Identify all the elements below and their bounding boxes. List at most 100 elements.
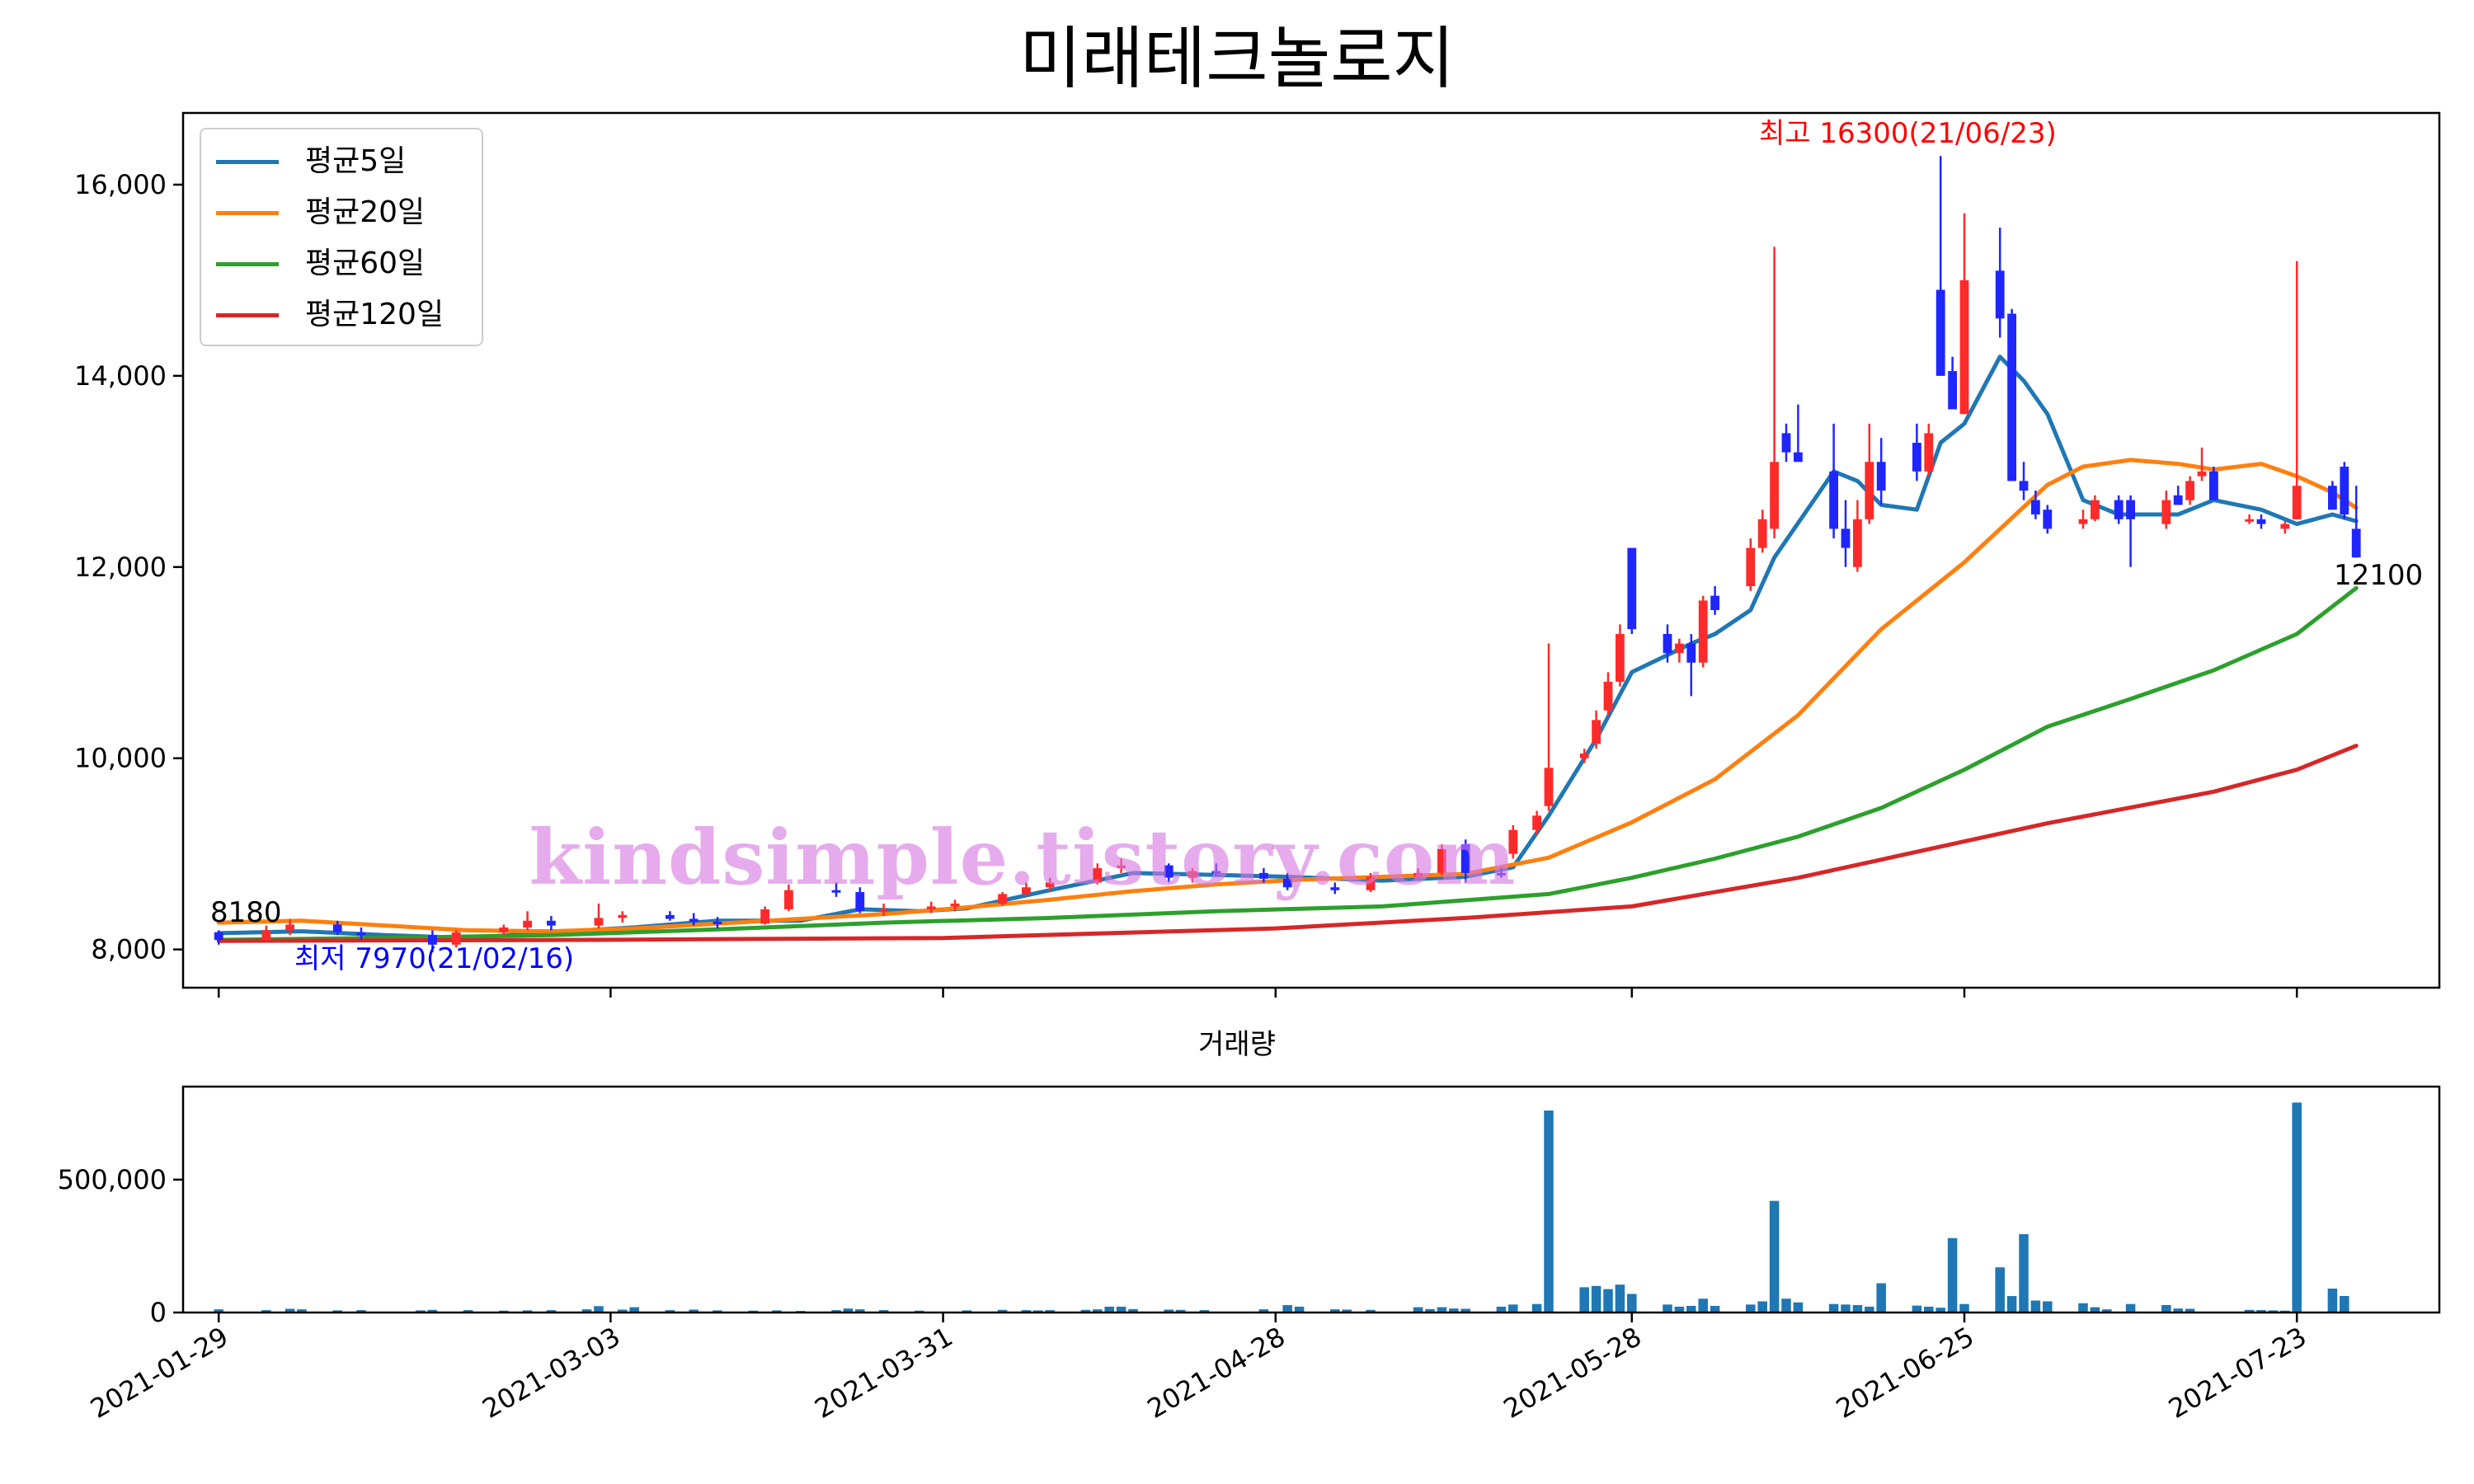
- candle-body: [2078, 519, 2088, 524]
- volume-bar: [332, 1310, 342, 1313]
- candle-body: [1770, 462, 1779, 529]
- candle-body: [2209, 471, 2218, 500]
- candle-body: [926, 906, 936, 909]
- candle-body: [1259, 872, 1268, 879]
- volume-bar: [1508, 1304, 1518, 1313]
- candle: [1188, 868, 1197, 883]
- candle: [2161, 491, 2171, 529]
- candle-body: [499, 927, 509, 932]
- watermark: kindsimple.tistory.com: [529, 813, 1517, 902]
- price-ytick-label: 14,000: [74, 360, 167, 392]
- candle-body: [285, 924, 294, 931]
- candle-body: [1164, 865, 1174, 878]
- volume-bar: [2125, 1303, 2136, 1313]
- volume-bar: [629, 1307, 639, 1313]
- volume-title: 거래량: [1198, 1028, 1276, 1061]
- candle: [879, 903, 888, 917]
- candle-body: [998, 894, 1007, 904]
- legend-label: 평균5일: [305, 144, 407, 178]
- candle-body: [2292, 486, 2302, 519]
- volume-bar: [1793, 1302, 1804, 1313]
- volume-bar: [1033, 1310, 1043, 1313]
- candle: [2328, 481, 2337, 510]
- candle-body: [2161, 500, 2171, 524]
- ma-line-2: [216, 585, 2359, 942]
- last-price-annotation: 12100: [2334, 559, 2424, 592]
- candle: [1794, 404, 1803, 463]
- volume-bar: [1080, 1309, 1091, 1313]
- volume-bar: [1698, 1298, 1708, 1313]
- volume-bar: [356, 1310, 366, 1313]
- volume-bar: [2185, 1308, 2195, 1313]
- volume-bar: [1294, 1306, 1305, 1313]
- candle: [1781, 423, 1791, 463]
- candle-body: [1841, 528, 1851, 548]
- candle: [356, 927, 366, 941]
- candle: [784, 884, 793, 912]
- volume-bar: [2019, 1233, 2029, 1313]
- candle: [689, 913, 698, 926]
- candle-body: [594, 918, 604, 926]
- candle-body: [1686, 643, 1696, 663]
- candle-body: [1757, 519, 1767, 548]
- candle: [1853, 500, 1862, 572]
- candle: [1437, 844, 1446, 876]
- candle: [1698, 595, 1708, 668]
- candle: [2185, 476, 2194, 505]
- candle: [1045, 877, 1055, 893]
- candle-body: [784, 890, 793, 909]
- volume-bar: [2173, 1308, 2183, 1313]
- candle: [1164, 863, 1174, 883]
- candle: [1413, 868, 1423, 879]
- candle-body: [1497, 872, 1506, 876]
- candle: [855, 887, 865, 913]
- volume-bar: [522, 1310, 533, 1313]
- candle-body: [428, 935, 437, 945]
- candle: [1686, 633, 1696, 697]
- candle: [1770, 247, 1779, 539]
- volume-bar: [2090, 1307, 2100, 1313]
- high-annotation: 최고 16300(21/06/23): [1759, 117, 2057, 150]
- candle: [2256, 514, 2266, 529]
- candle: [1710, 585, 1719, 615]
- volume-bar: [1603, 1289, 1613, 1313]
- price-ytick-label: 10,000: [74, 743, 167, 774]
- candle: [1746, 538, 1756, 591]
- legend-item: 평균120일: [201, 289, 482, 340]
- volume-bar: [1995, 1267, 2005, 1313]
- candle: [2280, 521, 2290, 534]
- volume-ytick-label: 500,000: [58, 1164, 167, 1195]
- candle-body: [666, 914, 675, 919]
- candle: [1935, 156, 1945, 376]
- candle-body: [1912, 443, 1921, 472]
- candle: [214, 930, 223, 945]
- candle: [523, 911, 532, 931]
- candle-body: [2173, 495, 2183, 505]
- volume-bar: [546, 1310, 557, 1313]
- candle: [1093, 863, 1103, 885]
- candle: [2078, 510, 2088, 529]
- volume-bar: [2161, 1304, 2171, 1313]
- volume-bar: [1425, 1308, 1435, 1313]
- volume-bar: [1258, 1309, 1269, 1313]
- candle-body: [1330, 887, 1340, 890]
- candle: [713, 917, 722, 929]
- volume-bar: [843, 1308, 854, 1313]
- volume-bar: [2292, 1102, 2302, 1313]
- candle: [1211, 863, 1221, 877]
- candle: [1675, 638, 1684, 663]
- candle-body: [1093, 868, 1103, 883]
- volume-bar: [2078, 1303, 2088, 1313]
- candle-body: [2185, 481, 2194, 500]
- volume-bar: [1093, 1309, 1103, 1313]
- legend-swatch: [216, 159, 279, 164]
- candle: [547, 916, 556, 931]
- candle-body: [855, 892, 865, 912]
- volume-bar: [1531, 1303, 1542, 1313]
- candle-body: [1579, 753, 1589, 758]
- candle: [499, 924, 509, 936]
- candle-body: [1460, 844, 1470, 873]
- volume-bar: [1615, 1284, 1625, 1313]
